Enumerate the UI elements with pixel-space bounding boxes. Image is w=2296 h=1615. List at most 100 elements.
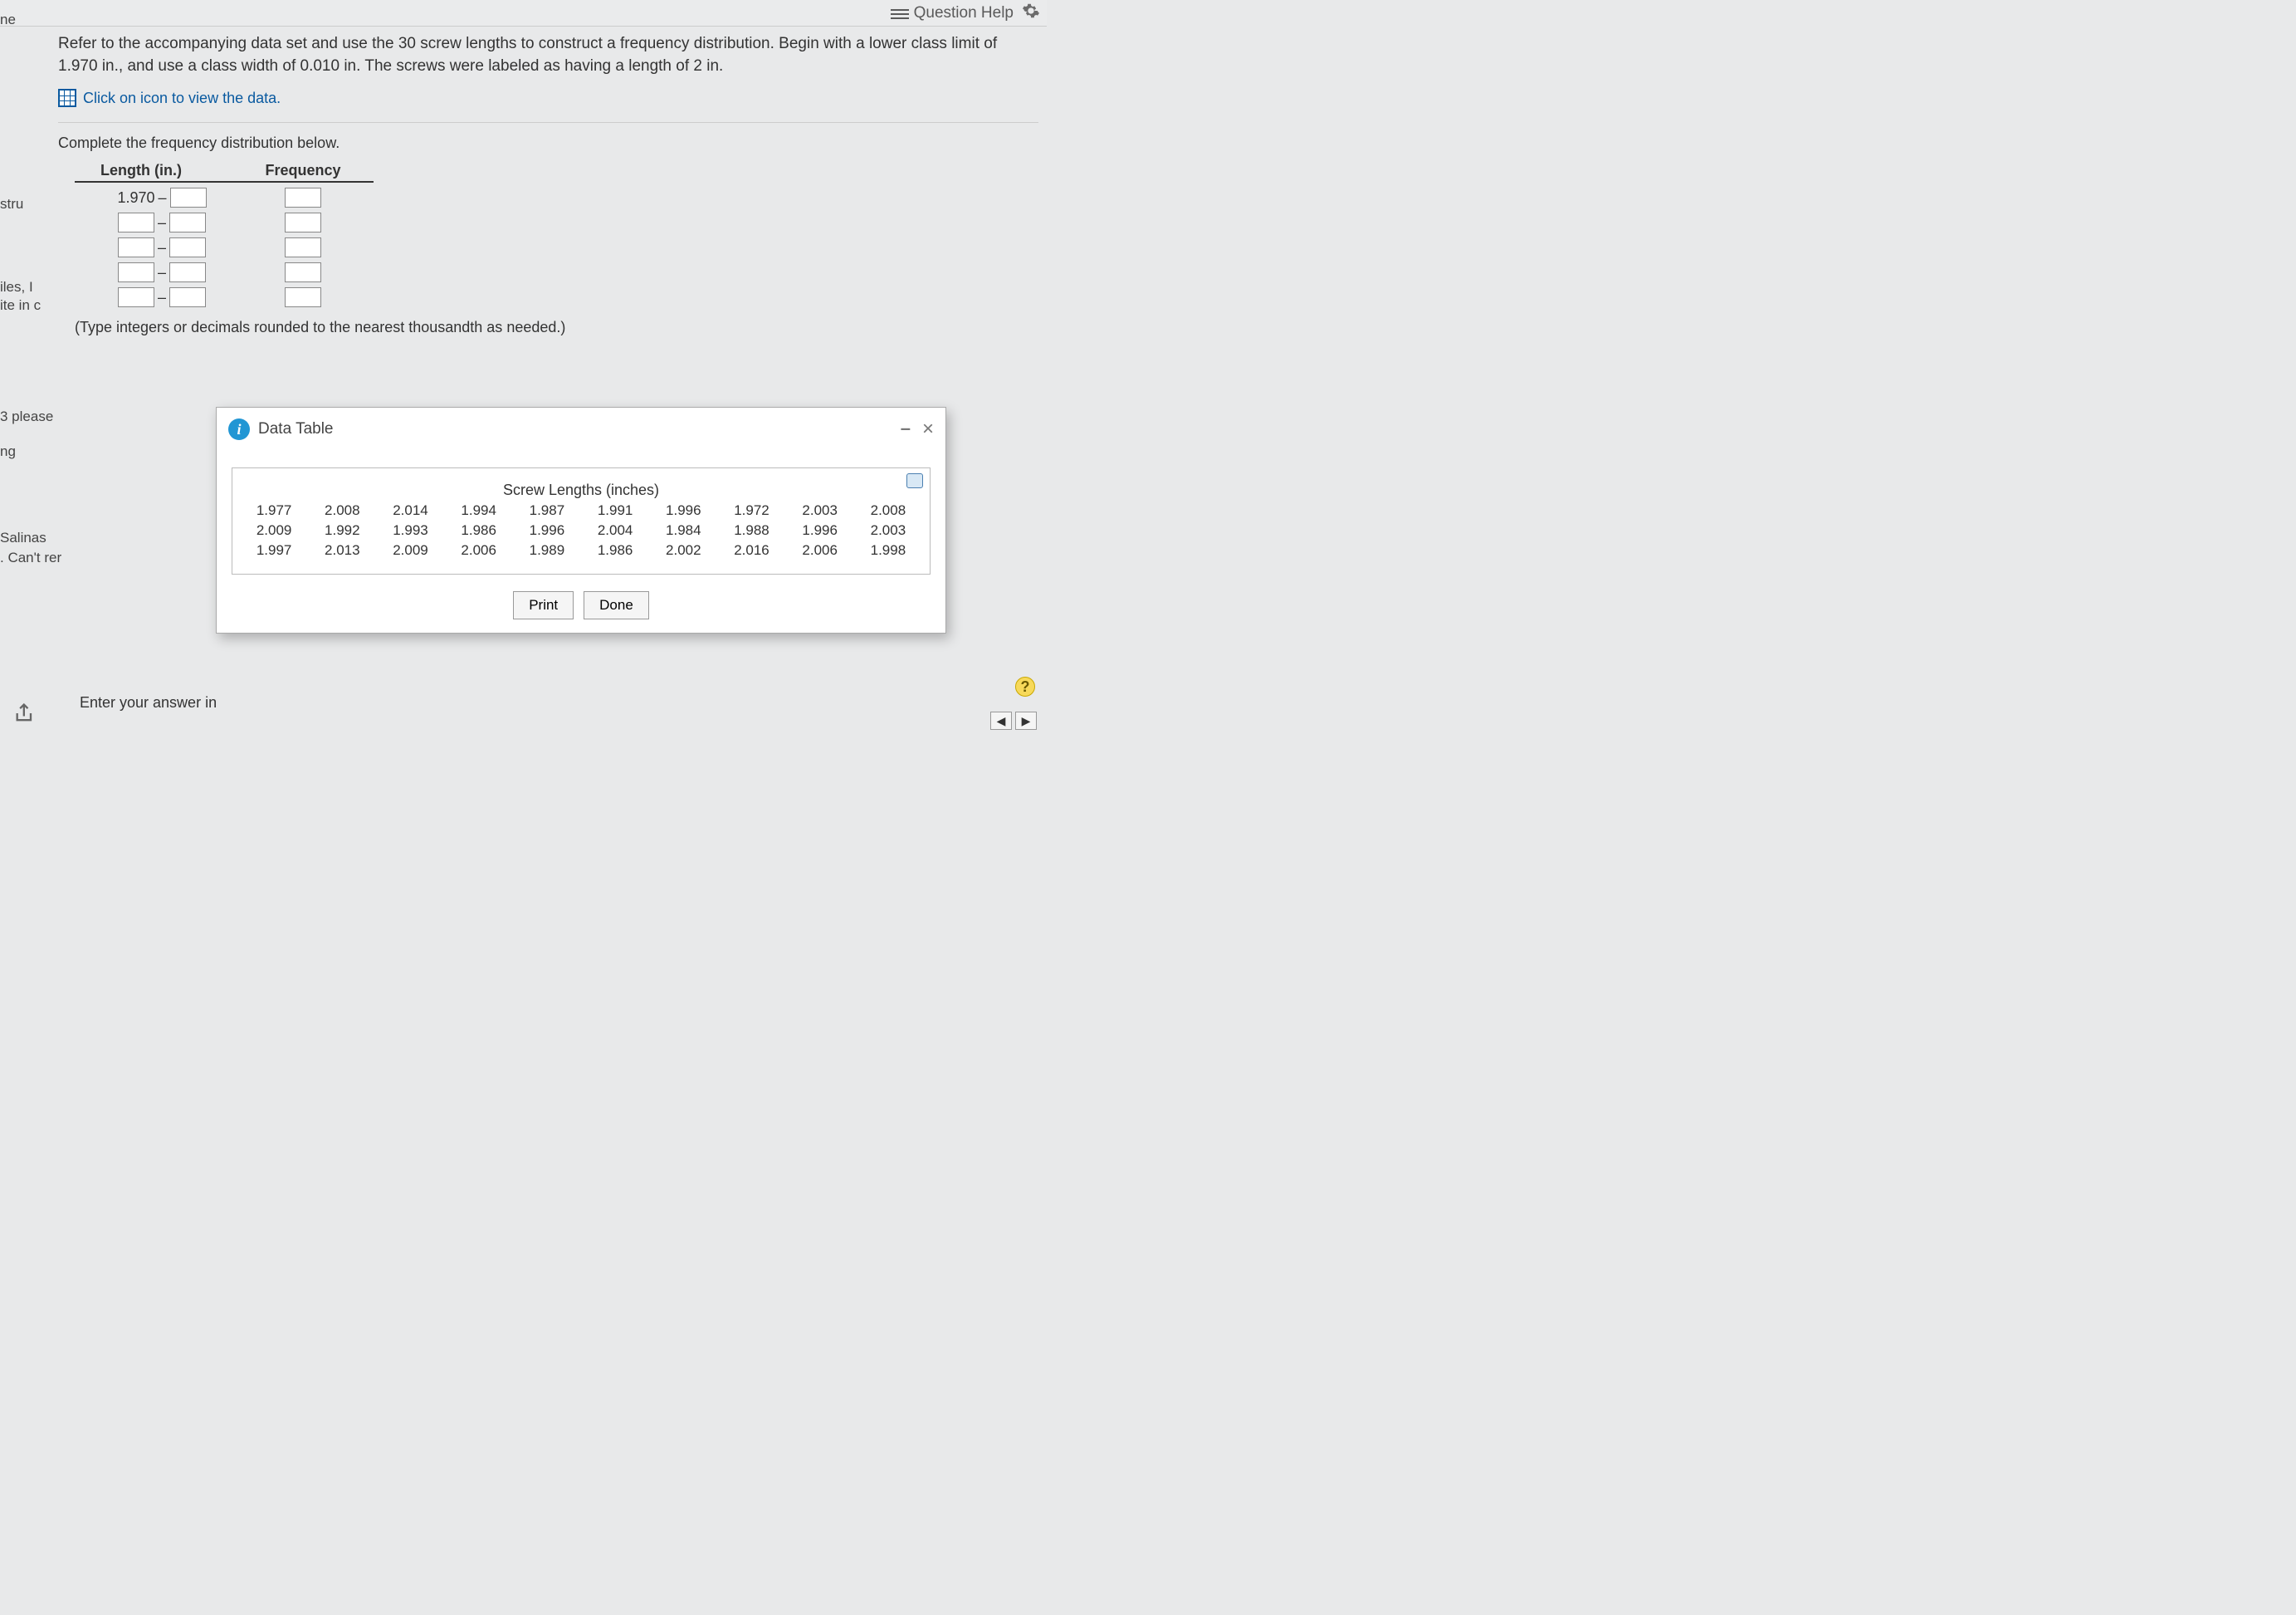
fullscreen-icon[interactable] [906,473,923,488]
edge-text: . Can't rer [0,550,61,566]
data-cell: 2.006 [794,542,847,559]
dialog-body: Screw Lengths (inches) 1.9772.0082.0141.… [232,467,931,575]
list-icon [892,7,909,20]
row2-upper-input[interactable] [169,213,206,232]
dash: – [158,214,166,232]
left-margin-text: ne stru iles, I ite in c 3 please ng Sal… [0,0,58,737]
freq-row-4: – [75,262,1038,282]
data-table-dialog: i Data Table – × Screw Lengths (inches) … [216,407,946,634]
data-cell: 2.006 [452,542,506,559]
question-prompt: Refer to the accompanying data set and u… [58,33,1038,77]
row2-freq-input[interactable] [285,213,321,232]
share-icon[interactable] [13,702,37,722]
edge-text: ng [0,443,16,460]
answer-prompt: Enter your answer in [80,694,217,712]
data-cell: 1.992 [315,522,369,539]
edge-text: 3 please [0,409,53,425]
data-cell: 1.998 [862,542,915,559]
data-cell: 1.984 [657,522,710,539]
view-data-link[interactable]: Click on icon to view the data. [58,89,1038,107]
data-cell: 1.989 [520,542,574,559]
help-button[interactable]: ? [1015,677,1035,697]
edge-text: Salinas [0,530,46,546]
freq-row-1: 1.970 – [75,188,1038,208]
answer-section: Complete the frequency distribution belo… [58,122,1038,336]
row2-lower-input[interactable] [118,213,154,232]
data-cell: 1.987 [520,502,574,519]
dialog-footer: Print Done [217,583,945,633]
pager: ◀ ▶ [990,712,1037,730]
row1-lower: 1.970 [117,189,154,207]
dash: – [158,264,166,281]
data-cell: 1.993 [383,522,437,539]
row5-lower-input[interactable] [118,287,154,307]
next-button[interactable]: ▶ [1015,712,1037,730]
view-data-label: Click on icon to view the data. [83,90,281,107]
data-grid-icon [58,89,76,107]
row1-upper-input[interactable] [170,188,207,208]
question-help-button[interactable]: Question Help [892,4,1014,22]
gear-icon[interactable] [1022,2,1040,24]
close-icon[interactable]: × [922,418,934,441]
data-cell: 1.996 [794,522,847,539]
top-bar: Question Help [0,0,1047,27]
data-grid: 1.977 2.008 2.014 1.994 1.987 1.991 1.996 1.972… [247,502,915,559]
dash: – [158,289,166,306]
data-table-title: Screw Lengths (inches) [247,482,915,499]
frequency-table: Length (in.) Frequency 1.970 – – [75,162,1038,307]
data-cell: 2.003 [862,522,915,539]
data-cell: 1.996 [657,502,710,519]
data-cell: 1.988 [725,522,778,539]
data-cell: 2.002 [657,542,710,559]
print-button[interactable]: Print [513,591,574,619]
question-help-label: Question Help [914,4,1014,22]
data-cell: 2.008 [862,502,915,519]
row5-freq-input[interactable] [285,287,321,307]
freq-table-headers: Length (in.) Frequency [75,162,374,183]
row4-lower-input[interactable] [118,262,154,282]
edge-text: stru [0,196,23,213]
data-cell: 2.014 [383,502,437,519]
rounding-note: (Type integers or decimals rounded to th… [75,319,1038,336]
data-cell: 1.986 [452,522,506,539]
dash: – [159,189,167,207]
data-cell: 1.994 [452,502,506,519]
row3-upper-input[interactable] [169,237,206,257]
col-freq-header: Frequency [249,162,357,179]
row3-freq-input[interactable] [285,237,321,257]
data-cell: 2.009 [247,522,300,539]
freq-row-3: – [75,237,1038,257]
row5-upper-input[interactable] [169,287,206,307]
freq-row-5: – [75,287,1038,307]
row4-freq-input[interactable] [285,262,321,282]
data-cell: 2.013 [315,542,369,559]
row4-upper-input[interactable] [169,262,206,282]
data-cell: 2.008 [315,502,369,519]
freq-row-2: – [75,213,1038,232]
edge-text: ite in c [0,297,41,314]
prev-button[interactable]: ◀ [990,712,1012,730]
data-cell: 2.009 [383,542,437,559]
data-cell: 1.972 [725,502,778,519]
dialog-header: i Data Table – × [217,408,945,451]
edge-text: ne [0,12,16,28]
data-cell: 1.977 [247,502,300,519]
dialog-title: Data Table [258,420,892,438]
row3-lower-input[interactable] [118,237,154,257]
instruction-text: Complete the frequency distribution belo… [58,135,1038,152]
data-cell: 1.986 [589,542,642,559]
dash: – [158,239,166,257]
data-cell: 2.004 [589,522,642,539]
data-cell: 1.997 [247,542,300,559]
data-cell: 2.003 [794,502,847,519]
minimize-icon[interactable]: – [901,418,911,441]
data-cell: 1.996 [520,522,574,539]
main-content: Refer to the accompanying data set and u… [58,33,1038,336]
edge-text: iles, I [0,279,33,296]
done-button[interactable]: Done [584,591,649,619]
info-icon: i [228,418,250,440]
col-length-header: Length (in.) [75,162,208,179]
data-cell: 2.016 [725,542,778,559]
data-cell: 1.991 [589,502,642,519]
row1-freq-input[interactable] [285,188,321,208]
